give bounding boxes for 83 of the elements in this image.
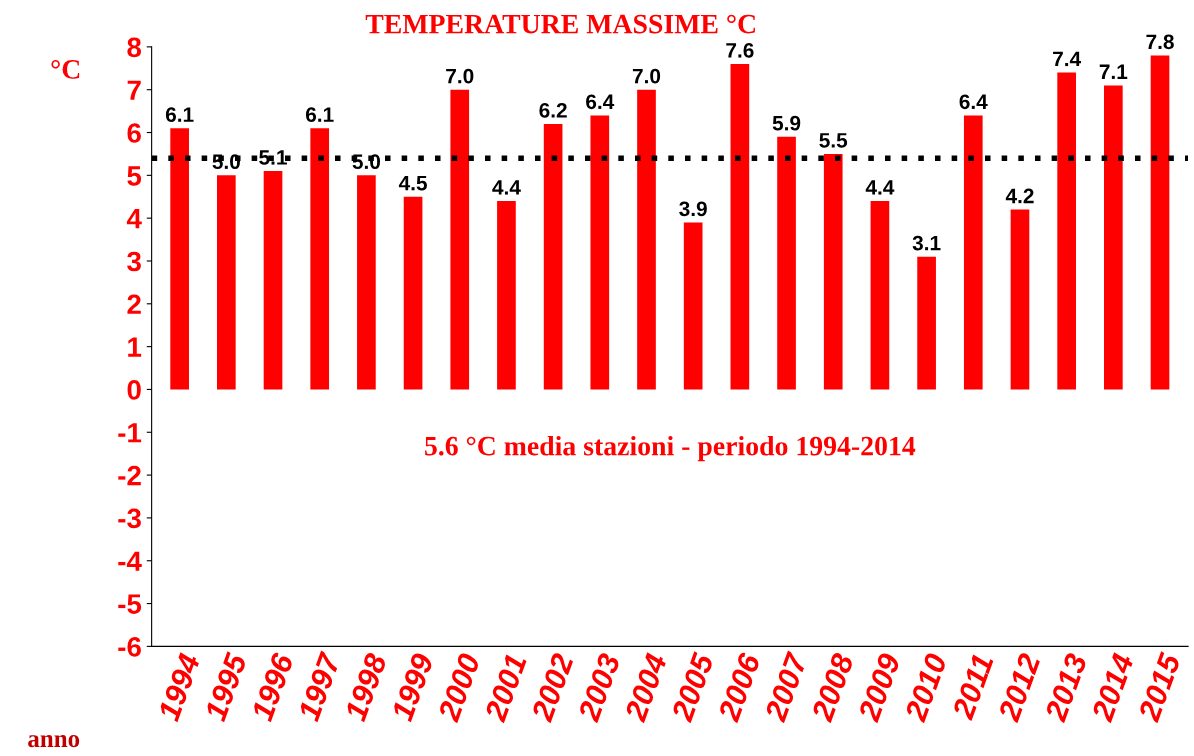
bar [1104, 85, 1123, 390]
data-label: 7.1 [1099, 64, 1128, 79]
y-tick-label: -5 [118, 594, 142, 614]
x-tick-label: 1996 [250, 651, 295, 723]
x-tick-label: 1998 [344, 651, 388, 723]
data-label: 5.5 [819, 133, 848, 148]
data-label: 4.2 [1005, 188, 1034, 204]
data-label: 6.1 [165, 107, 194, 122]
bar [917, 256, 936, 390]
bar [403, 196, 423, 390]
x-tick-label: 2005 [670, 651, 715, 724]
data-label: 7.4 [1053, 51, 1082, 67]
bar [170, 128, 189, 390]
y-tick-label: 8 [127, 37, 142, 58]
bar [357, 175, 376, 390]
y-axis-title: °C [51, 60, 80, 79]
chart-title: TEMPERATURE MASSIME °C [365, 14, 755, 34]
x-tick-label: 2003 [577, 651, 621, 724]
x-tick-label: 2004 [623, 652, 668, 724]
data-label: 3.1 [912, 235, 941, 251]
bar [310, 128, 330, 390]
x-tick-label: 1995 [204, 651, 248, 723]
y-tick-label: 7 [127, 80, 141, 100]
y-tick-label: 0 [127, 380, 141, 400]
x-tick-label: 2010 [903, 651, 948, 724]
x-tick-label: 2002 [530, 651, 575, 724]
x-tick-label: 2014 [1090, 652, 1135, 724]
bar [590, 115, 610, 390]
y-tick-label: -4 [118, 551, 142, 571]
x-tick-label: 1999 [390, 651, 435, 723]
data-label: 5.9 [772, 115, 801, 131]
data-label: 7.6 [726, 42, 754, 58]
x-tick-label: 2006 [717, 651, 762, 724]
y-tick-label: -6 [118, 637, 141, 657]
x-tick-label: 2008 [810, 651, 855, 724]
bar [730, 64, 750, 390]
bar [1150, 55, 1170, 390]
x-tick-label: 1997 [297, 650, 342, 723]
annotation: 5.6 °C media stazioni - periodo 1994-2014 [425, 435, 916, 462]
data-label: 6.4 [959, 94, 988, 110]
y-tick-label: 5 [127, 166, 142, 186]
data-label: 4.4 [492, 180, 521, 195]
bar [637, 89, 656, 390]
x-tick-label: 2013 [1044, 651, 1088, 724]
bar [823, 153, 843, 390]
bar [870, 201, 890, 390]
x-tick-label: 2001 [483, 653, 527, 724]
bar [777, 136, 796, 390]
bar [450, 89, 470, 390]
bar [497, 201, 516, 390]
bar [217, 175, 236, 390]
bar [1010, 209, 1030, 390]
bar [1057, 72, 1076, 390]
x-tick-label: 2009 [857, 651, 901, 724]
data-label: 7.0 [632, 68, 661, 84]
data-label: 6.4 [586, 94, 615, 110]
x-axis-title: anno [28, 735, 80, 748]
bar [543, 123, 563, 390]
data-label: 7.0 [446, 68, 474, 84]
bar [683, 222, 703, 390]
bar [263, 171, 283, 390]
y-tick-label: 4 [126, 209, 142, 229]
data-label: 6.1 [305, 107, 334, 122]
x-tick-label: 2000 [437, 651, 481, 724]
data-label: 4.4 [865, 180, 895, 195]
y-tick-label: 6 [127, 123, 141, 143]
y-tick-label: 1 [128, 337, 142, 357]
x-tick-label: 2011 [951, 653, 994, 722]
x-tick-label: 1994 [157, 652, 201, 723]
bar [963, 115, 983, 390]
data-label: 6.2 [539, 102, 567, 118]
data-label: 3.9 [679, 201, 707, 217]
y-tick-label: -3 [118, 508, 141, 529]
y-tick-label: 2 [127, 294, 141, 314]
y-tick-label: -2 [118, 465, 141, 486]
y-tick-label: 3 [127, 251, 141, 272]
y-tick-label: -1 [118, 423, 142, 443]
x-tick-label: 2012 [997, 651, 1041, 724]
data-label: 5.1 [259, 150, 287, 165]
data-label: 7.8 [1146, 34, 1174, 50]
data-label: 4.5 [398, 175, 427, 191]
x-tick-label: 2015 [1137, 651, 1182, 724]
x-tick-label: 2007 [763, 650, 809, 724]
